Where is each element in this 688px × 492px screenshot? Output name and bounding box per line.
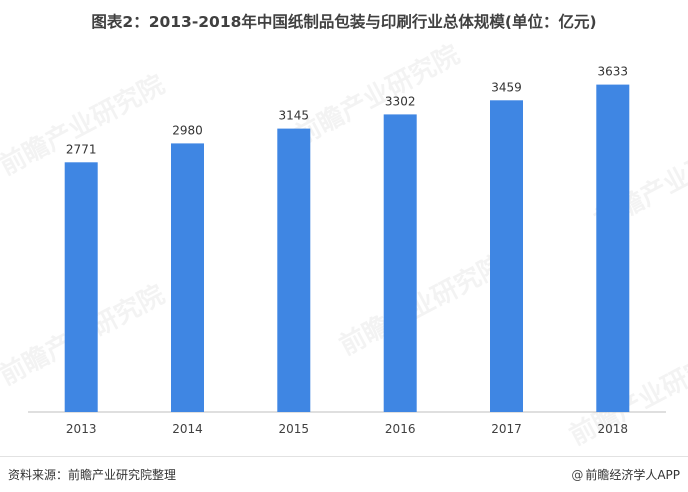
x-tick-label-2014: 2014 <box>172 422 203 436</box>
bar-2015 <box>277 128 311 412</box>
bar-2018 <box>596 84 630 412</box>
brand-name: 前瞻经济学人APP <box>585 468 680 482</box>
data-label-2018: 3633 <box>598 65 629 79</box>
source-note: 资料来源：前瞻产业研究院整理 <box>8 468 177 482</box>
bar-2016 <box>383 114 417 413</box>
data-label-2014: 2980 <box>172 123 203 137</box>
data-label-2015: 3145 <box>279 109 310 123</box>
brand-label: @ 前瞻经济学人APP <box>571 466 680 483</box>
bar-2013 <box>64 162 98 412</box>
x-tick-label-2013: 2013 <box>66 422 97 436</box>
data-label-2016: 3302 <box>385 94 416 108</box>
x-tick-label-2018: 2018 <box>598 422 629 436</box>
data-label-2013: 2771 <box>66 142 97 156</box>
footer: 资料来源：前瞻产业研究院整理 @ 前瞻经济学人APP <box>0 456 688 492</box>
bar-2014 <box>171 143 204 412</box>
x-tick-label-2016: 2016 <box>385 422 416 436</box>
data-label-2017: 3459 <box>491 80 522 94</box>
x-tick-label-2017: 2017 <box>491 422 522 436</box>
brand-logo-icon: @ <box>571 468 584 482</box>
x-tick-label-2015: 2015 <box>279 422 310 436</box>
bar-chart: 2771 2013 2980 2014 3145 2015 3302 2016 3459 2017… <box>28 65 666 436</box>
chart-title: 图表2：2013-2018年中国纸制品包装与印刷行业总体规模(单位：亿元) <box>91 13 597 31</box>
bar-2017 <box>490 100 523 413</box>
